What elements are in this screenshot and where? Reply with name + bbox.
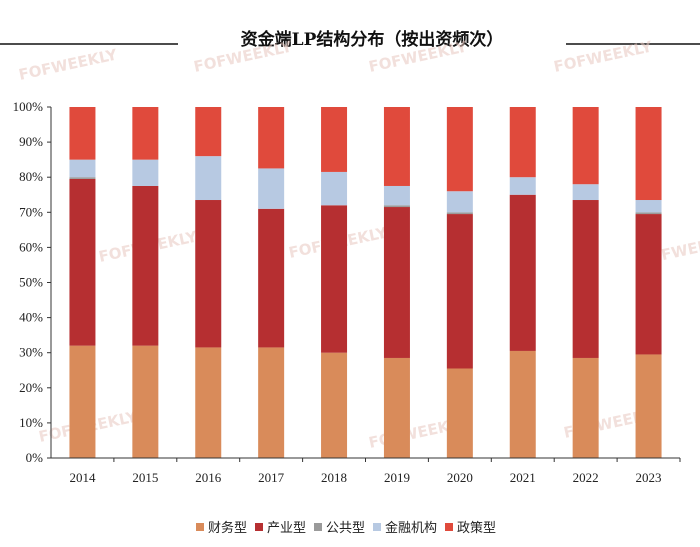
legend-label: 政策型 [457,520,496,536]
bar-segment [572,200,599,358]
bar-segment [383,207,410,358]
bar-segment [635,212,662,215]
bar-segment [446,191,473,213]
x-tick-label: 2016 [195,470,222,485]
bar-segment [635,214,662,355]
x-tick-label: 2015 [132,470,158,485]
x-tick-label: 2022 [573,470,599,485]
y-tick-label: 60% [19,239,43,254]
bar-segment [509,350,536,458]
bar-segment [321,205,348,353]
bar-segment [572,357,599,458]
bar-segment [258,208,285,348]
bar-segment [635,354,662,458]
bar-segment [132,185,159,346]
legend-swatch [255,523,263,531]
bar-segment [446,368,473,458]
bar-segment [69,177,96,179]
x-tick-label: 2021 [510,470,536,485]
watermark-text: FOFWEEKLY [17,45,120,84]
legend-label: 财务型 [208,520,247,536]
legend: 财务型 产业型 公共型 金融机构 政策型 [196,520,496,536]
legend-label: 产业型 [267,521,306,536]
legend-swatch [196,523,204,531]
bar-segment [69,107,96,160]
bars-layer [69,107,662,458]
y-tick-label: 70% [19,204,43,219]
bar-segment [509,177,536,195]
y-tick-label: 50% [19,275,43,290]
bar-segment [321,107,348,172]
legend-swatch [373,523,381,531]
bar-segment [69,345,96,458]
x-axis: 2014 2015 2016 2017 2018 2019 2020 2021 2022 2023 [51,457,681,485]
legend-swatch [445,523,453,531]
legend-swatch [314,523,322,531]
bar-segment [69,178,96,346]
y-axis: 0% 10% 20% 30% 40% 50% 60% 70% 80% 90% 100% [13,99,52,465]
bar-segment [321,352,348,458]
y-tick-label: 40% [19,310,43,325]
bar-segment [195,347,222,458]
y-tick-label: 100% [13,99,44,114]
bar-segment [258,168,285,209]
bar-segment [572,107,599,185]
bar-segment [321,171,348,206]
legend-label: 金融机构 [385,520,437,536]
bar-segment [509,107,536,178]
watermark-text: FOFWEEKLY [552,37,655,76]
bar-segment [195,107,222,157]
bar-segment [509,194,536,351]
bar-segment [383,357,410,458]
bar-segment [383,205,410,208]
x-tick-label: 2019 [384,470,410,485]
chart-title: 资金端LP结构分布（按出资频次） [241,29,504,50]
y-tick-label: 10% [19,415,43,430]
bar-segment [446,214,473,369]
bar-segment [195,200,222,348]
y-tick-label: 0% [26,450,44,465]
bar-segment [132,159,159,186]
y-tick-label: 90% [19,134,43,149]
bar-segment [635,107,662,201]
bar-segment [132,107,159,160]
bar-segment [258,107,285,169]
bar-segment [572,184,599,201]
x-tick-label: 2014 [69,470,96,485]
x-tick-label: 2020 [447,470,473,485]
bar-segment [132,345,159,458]
y-tick-label: 20% [19,380,43,395]
bar-segment [635,200,662,213]
bar-segment [69,159,96,178]
bar-segment [258,347,285,458]
x-tick-label: 2017 [258,470,285,485]
bar-segment [446,107,473,192]
legend-label: 公共型 [326,521,365,536]
bar-segment [383,185,410,206]
bar-segment [383,107,410,186]
bar-segment [446,212,473,215]
y-tick-label: 30% [19,345,43,360]
y-tick-label: 80% [19,169,43,184]
x-tick-label: 2018 [321,470,347,485]
bar-segment [195,156,222,201]
x-tick-label: 2023 [636,470,662,485]
